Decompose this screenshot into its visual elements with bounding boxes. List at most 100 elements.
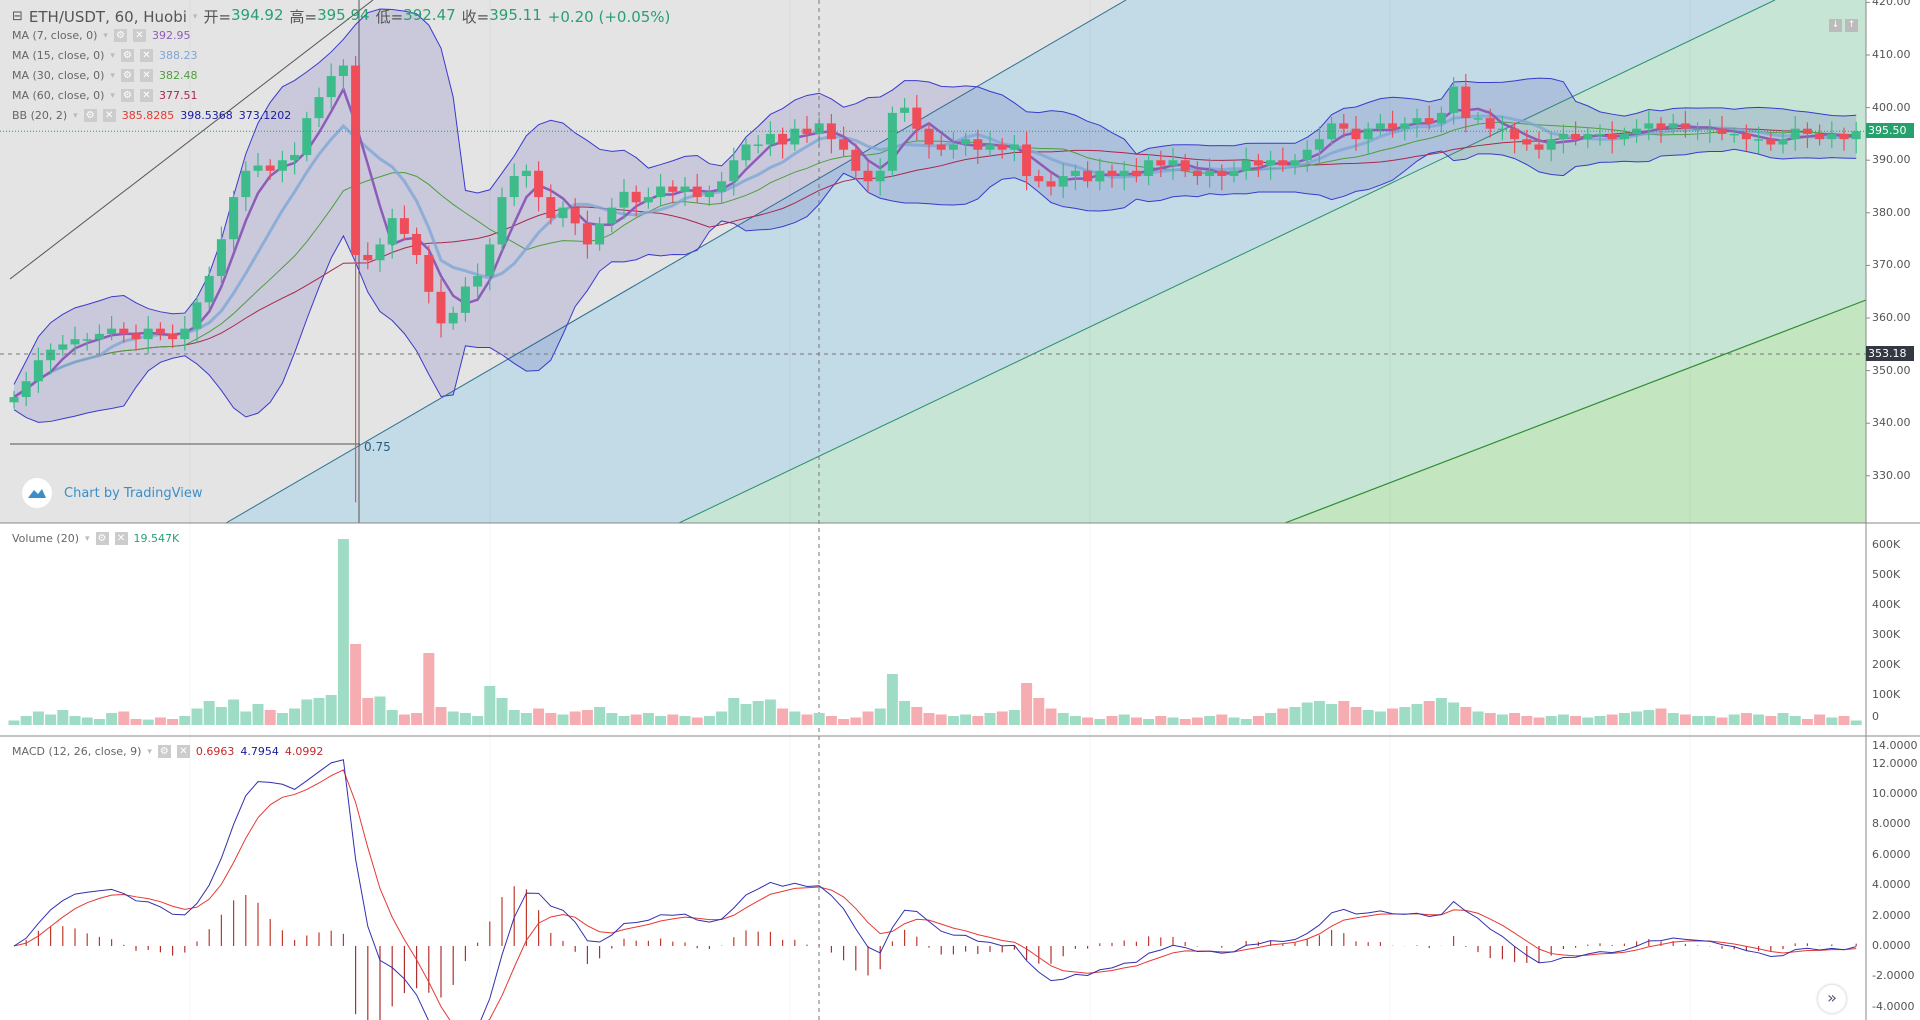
open-value: 394.92	[231, 6, 284, 24]
indicator-label[interactable]: MA (7, close, 0)	[12, 29, 98, 42]
candle-body	[1619, 133, 1629, 140]
candle-body	[704, 191, 714, 198]
collapse-icon[interactable]: ⊟	[12, 9, 23, 24]
close-icon[interactable]: ✕	[176, 745, 190, 758]
scale-down-icon[interactable]: ↓	[1829, 19, 1842, 32]
macd-label[interactable]: MACD (12, 26, close, 9)	[12, 745, 142, 758]
candle-body	[94, 333, 104, 340]
volume-bar	[325, 695, 337, 725]
volume-bar	[1021, 683, 1033, 725]
indicator-value: 377.51	[158, 89, 198, 102]
volume-bar	[1545, 716, 1557, 725]
settings-icon[interactable]: ⚙	[120, 89, 134, 102]
candle-body	[1229, 170, 1239, 177]
volume-bar	[350, 644, 362, 725]
close-icon[interactable]: ✕	[114, 532, 128, 545]
chevron-down-icon[interactable]: ▾	[110, 90, 115, 101]
chevron-down-icon[interactable]: ▾	[192, 11, 198, 22]
scroll-to-realtime-button[interactable]: »	[1818, 985, 1846, 1013]
close-icon[interactable]: ✕	[139, 69, 153, 82]
candle-body	[521, 170, 531, 177]
candle-body	[436, 291, 446, 324]
candle-body	[1192, 170, 1202, 177]
close-pair: 收= 395.11	[462, 6, 542, 27]
candle-body	[1302, 149, 1312, 161]
volume-bar	[228, 699, 240, 725]
volume-bar	[1155, 716, 1167, 725]
indicator-value: 398.5368	[180, 109, 233, 122]
chevron-down-icon[interactable]: ▾	[110, 70, 115, 81]
chevron-down-icon[interactable]: ▾	[85, 533, 90, 544]
candle-body	[1363, 128, 1373, 140]
volume-axis-tick: 100K	[1872, 688, 1901, 701]
high-value: 395.94	[317, 6, 370, 24]
volume-bar	[691, 717, 703, 725]
candle-body	[875, 170, 885, 182]
indicator-label[interactable]: MA (60, close, 0)	[12, 89, 105, 102]
candle-body	[192, 302, 202, 329]
volume-bar	[630, 714, 642, 725]
settings-icon[interactable]: ⚙	[83, 109, 97, 122]
candle-body	[595, 223, 605, 245]
indicator-label[interactable]: MA (30, close, 0)	[12, 69, 105, 82]
price-axis-tick: 380.00	[1872, 205, 1911, 219]
indicator-legend: MA (60, close, 0) ▾ ⚙ ✕ 377.51	[12, 89, 197, 102]
volume-bar	[886, 674, 898, 725]
candle-body	[729, 160, 739, 182]
candle-body	[58, 344, 68, 350]
candle-body	[753, 144, 763, 146]
bollinger-lower-line	[13, 148, 1857, 423]
settings-icon[interactable]: ⚙	[113, 29, 127, 42]
volume-bar	[1240, 719, 1252, 725]
candle-body	[143, 328, 153, 340]
candle-body	[9, 397, 19, 403]
close-icon[interactable]: ✕	[139, 89, 153, 102]
chevron-down-icon[interactable]: ▾	[73, 110, 78, 121]
tradingview-watermark[interactable]: Chart by TradingView	[22, 478, 202, 508]
volume-bar	[386, 710, 398, 725]
chevron-down-icon[interactable]: ▾	[110, 50, 115, 61]
volume-bar	[1289, 707, 1301, 725]
scale-up-icon[interactable]: ↑	[1845, 19, 1858, 32]
volume-bar	[484, 686, 496, 725]
close-icon[interactable]: ✕	[132, 29, 146, 42]
volume-label[interactable]: Volume (20)	[12, 532, 79, 545]
volume-bar	[813, 713, 825, 725]
candle-body	[1131, 170, 1141, 177]
volume-legend: Volume (20) ▾ ⚙ ✕ 19.547K	[12, 532, 179, 545]
candle-body	[375, 244, 385, 261]
volume-bar	[1448, 702, 1460, 725]
candle-body	[241, 170, 251, 198]
volume-bar	[69, 716, 81, 725]
settings-icon[interactable]: ⚙	[95, 532, 109, 545]
candle-body	[338, 65, 348, 77]
volume-bar	[1484, 713, 1496, 725]
candle-body	[119, 328, 129, 334]
candle-body	[1815, 133, 1825, 140]
settings-icon[interactable]: ⚙	[120, 49, 134, 62]
chevron-down-icon[interactable]: ▾	[147, 746, 152, 757]
indicator-label[interactable]: MA (15, close, 0)	[12, 49, 105, 62]
high-pair: 高= 395.94	[290, 6, 370, 27]
settings-icon[interactable]: ⚙	[120, 69, 134, 82]
volume-bar	[1265, 713, 1277, 725]
volume-bar	[1850, 720, 1862, 725]
symbol-label[interactable]: ETH/USDT, 60, Huobi	[28, 7, 187, 26]
volume-axis-tick: 500K	[1872, 568, 1901, 581]
macd-axis-tick: 8.0000	[1872, 817, 1911, 831]
chevron-down-icon[interactable]: ▾	[103, 30, 108, 41]
close-icon[interactable]: ✕	[139, 49, 153, 62]
volume-bar	[1777, 713, 1789, 725]
candle-body	[582, 223, 592, 245]
close-icon[interactable]: ✕	[102, 109, 116, 122]
volume-bar	[557, 714, 569, 725]
volume-bar	[1350, 707, 1362, 725]
settings-icon[interactable]: ⚙	[157, 745, 171, 758]
volume-bar	[57, 710, 69, 725]
volume-bar	[20, 716, 32, 725]
volume-bar	[1301, 702, 1313, 725]
volume-bar	[1765, 716, 1777, 725]
candle-body	[668, 186, 678, 192]
indicator-label[interactable]: BB (20, 2)	[12, 109, 68, 122]
